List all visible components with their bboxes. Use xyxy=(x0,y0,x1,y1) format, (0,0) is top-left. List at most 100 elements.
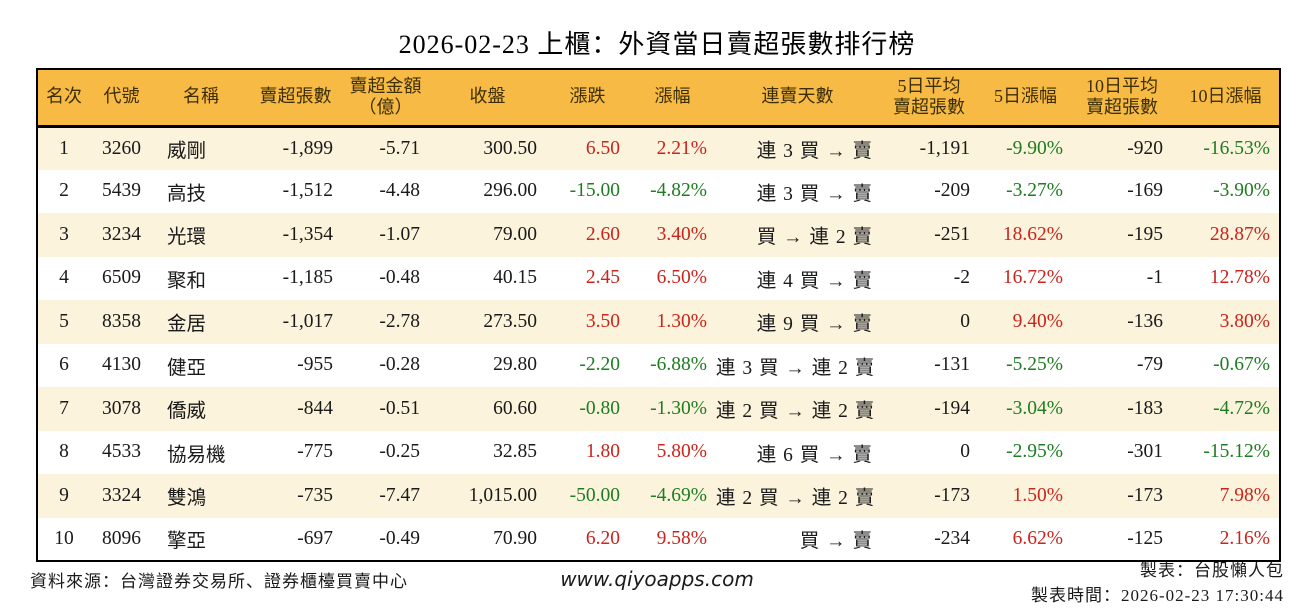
cell-close: 29.80 xyxy=(493,354,537,376)
cell-close: 296.00 xyxy=(483,180,537,202)
cell-sell_amount: -0.49 xyxy=(379,527,420,549)
cell-rank: 3 xyxy=(59,223,69,245)
cell-streak: 連 9 買 → 賣 xyxy=(756,314,873,336)
cell-avg10: -136 xyxy=(1127,310,1163,332)
cell-close: 40.15 xyxy=(493,267,537,289)
cell-rank: 1 xyxy=(59,137,69,159)
cell-pct5: -5.25% xyxy=(1006,354,1063,376)
cell-chg: -15.00 xyxy=(569,180,620,202)
column-header-sell_amount: 賣超金額 （億） xyxy=(342,69,429,128)
cell-avg5: 0 xyxy=(960,441,970,463)
cell-chg: 2.45 xyxy=(585,267,620,289)
cell-pct5: -2.95% xyxy=(1006,441,1063,463)
cell-sell_amount: -0.48 xyxy=(379,267,420,289)
cell-code: 4533 xyxy=(102,441,141,463)
cell-avg10: -183 xyxy=(1127,397,1163,419)
table-row: 2 5439 高技 -1,512 -4.48 296.00 -15.00 -4.82% 連 3 … xyxy=(37,169,1280,213)
cell-avg10: -169 xyxy=(1127,180,1163,202)
cell-streak: 連 3 買 → 賣 xyxy=(756,141,873,162)
cell-chg: 2.60 xyxy=(585,223,620,245)
cell-streak: 連 2 買 → 連 2 賣 xyxy=(716,488,876,510)
cell-name: 高技 xyxy=(167,183,207,205)
cell-rank: 7 xyxy=(59,397,69,419)
cell-name: 僑威 xyxy=(167,401,207,423)
cell-avg5: -1,191 xyxy=(919,137,970,159)
cell-sell_amount: -0.25 xyxy=(379,441,420,463)
cell-streak: 連 3 買 → 賣 xyxy=(756,183,873,205)
cell-pct5: -9.90% xyxy=(1006,137,1063,159)
cell-avg5: -251 xyxy=(934,223,970,245)
table-row: 5 8358 金居 -1,017 -2.78 273.50 3.50 1.30% 連 9 買 →… xyxy=(37,300,1280,344)
column-header-avg10: 10日平均 賣超張數 xyxy=(1072,69,1172,128)
cell-avg5: -173 xyxy=(934,484,970,506)
cell-chg: -0.80 xyxy=(579,397,620,419)
column-header-chg: 漲跌 xyxy=(546,69,629,128)
data-source-note: 資料來源：台灣證券交易所、證券櫃檯買賣中心 xyxy=(30,572,408,591)
column-header-code: 代號 xyxy=(90,69,153,128)
cell-avg5: 0 xyxy=(960,310,970,332)
cell-sell_amount: -0.28 xyxy=(379,354,420,376)
cell-chg_pct: -6.88% xyxy=(650,354,707,376)
cell-name: 光環 xyxy=(167,227,207,249)
table-row: 8 4533 協易機 -775 -0.25 32.85 1.80 5.80% 連 6 買 → 賣… xyxy=(37,430,1280,474)
cell-sell_volume: -1,354 xyxy=(282,223,333,245)
cell-chg: 1.80 xyxy=(585,441,620,463)
cell-code: 5439 xyxy=(102,180,141,202)
cell-avg10: -920 xyxy=(1127,137,1163,159)
column-header-name: 名稱 xyxy=(153,69,249,128)
cell-name: 健亞 xyxy=(167,357,207,379)
cell-name: 協易機 xyxy=(167,444,226,466)
column-header-pct10: 10日漲幅 xyxy=(1172,69,1280,128)
cell-name: 威剛 xyxy=(167,141,207,162)
cell-code: 3078 xyxy=(102,397,141,419)
cell-sell_volume: -697 xyxy=(297,527,333,549)
column-header-rank: 名次 xyxy=(37,69,90,128)
cell-streak: 連 4 買 → 賣 xyxy=(756,270,873,292)
cell-code: 3234 xyxy=(102,223,141,245)
cell-close: 273.50 xyxy=(483,310,537,332)
cell-pct10: 28.87% xyxy=(1209,223,1270,245)
cell-avg5: -194 xyxy=(934,397,970,419)
cell-chg_pct: 5.80% xyxy=(656,441,707,463)
cell-pct10: -15.12% xyxy=(1203,441,1270,463)
header-row: 名次 代號 名稱 賣超張數 賣超金額 （億） 收盤 漲跌 漲幅 連賣天數 5日平均 賣超張數 5日漲幅 1… xyxy=(37,69,1280,128)
cell-sell_volume: -1,185 xyxy=(282,267,333,289)
cell-chg: 3.50 xyxy=(585,310,620,332)
cell-sell_amount: -1.07 xyxy=(379,223,420,245)
table-row: 6 4130 健亞 -955 -0.28 29.80 -2.20 -6.88% 連 3 買 → … xyxy=(37,343,1280,387)
cell-chg_pct: 1.30% xyxy=(656,310,707,332)
table-body: 1 3260 威剛 -1,899 -5.71 300.50 6.50 2.21% 連 3 買 →… xyxy=(37,126,1280,561)
cell-streak: 連 3 買 → 連 2 賣 xyxy=(716,357,876,379)
cell-sell_volume: -955 xyxy=(297,354,333,376)
column-header-streak: 連賣天數 xyxy=(716,69,879,128)
cell-chg: 6.50 xyxy=(585,137,620,159)
cell-chg_pct: -4.69% xyxy=(650,484,707,506)
cell-chg_pct: 9.58% xyxy=(656,527,707,549)
maker-label: 製表：台股懶人包 xyxy=(1140,561,1284,580)
cell-sell_amount: -5.71 xyxy=(379,137,420,159)
cell-pct10: 7.98% xyxy=(1219,484,1270,506)
cell-chg_pct: 2.21% xyxy=(656,137,707,159)
cell-pct5: -3.27% xyxy=(1006,180,1063,202)
cell-close: 32.85 xyxy=(493,441,537,463)
cell-rank: 2 xyxy=(59,180,69,202)
column-header-close: 收盤 xyxy=(429,69,546,128)
cell-code: 4130 xyxy=(102,354,141,376)
cell-streak: 買 → 連 2 賣 xyxy=(756,227,873,249)
ranking-table: 名次 代號 名稱 賣超張數 賣超金額 （億） 收盤 漲跌 漲幅 連賣天數 5日平均 賣超張數 5日漲幅 1… xyxy=(36,68,1281,562)
cell-rank: 8 xyxy=(59,441,69,463)
cell-rank: 6 xyxy=(59,354,69,376)
cell-rank: 10 xyxy=(54,527,74,549)
cell-avg10: -1 xyxy=(1146,267,1163,289)
cell-close: 79.00 xyxy=(493,223,537,245)
table-row: 10 8096 擎亞 -697 -0.49 70.90 6.20 9.58% 買 → 賣 -234… xyxy=(37,517,1280,561)
cell-code: 8096 xyxy=(102,527,141,549)
cell-close: 1,015.00 xyxy=(468,484,537,506)
cell-chg: -50.00 xyxy=(569,484,620,506)
cell-name: 擎亞 xyxy=(167,531,207,553)
cell-code: 8358 xyxy=(102,310,141,332)
cell-sell_volume: -735 xyxy=(297,484,333,506)
cell-sell_volume: -1,899 xyxy=(282,137,333,159)
cell-pct10: 3.80% xyxy=(1219,310,1270,332)
